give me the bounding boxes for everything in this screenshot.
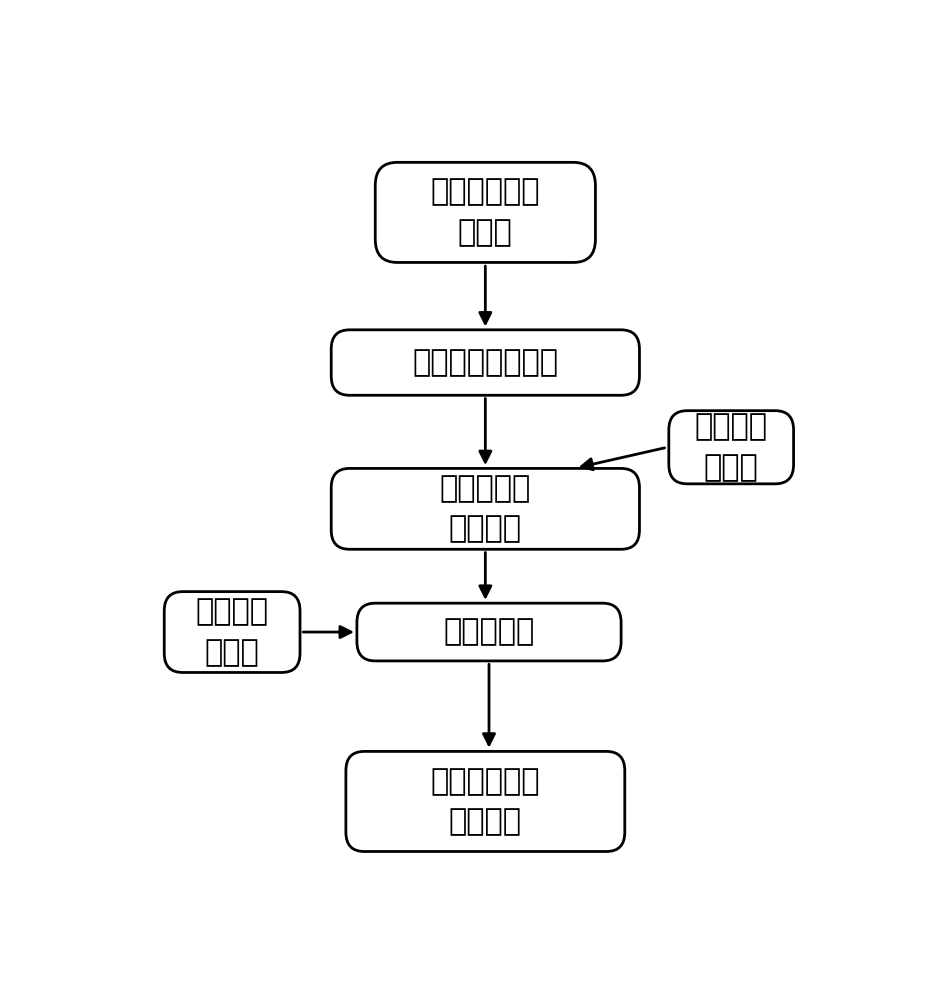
Text: 时变电子密度
功率谱: 时变电子密度 功率谱	[431, 178, 540, 247]
FancyBboxPatch shape	[669, 411, 794, 484]
Text: 二维高斯
窗函数: 二维高斯 窗函数	[695, 413, 768, 482]
Text: 二维滤波器: 二维滤波器	[443, 618, 535, 647]
FancyBboxPatch shape	[331, 468, 639, 549]
Text: 径向时变电子
密度序列: 径向时变电子 密度序列	[431, 767, 540, 836]
FancyBboxPatch shape	[375, 162, 596, 262]
FancyBboxPatch shape	[331, 330, 639, 395]
FancyBboxPatch shape	[357, 603, 621, 661]
FancyBboxPatch shape	[346, 751, 625, 852]
Text: 二维高斯
白噪声: 二维高斯 白噪声	[196, 597, 269, 667]
FancyBboxPatch shape	[164, 592, 300, 672]
Text: 二维滤波器
幅频响应: 二维滤波器 幅频响应	[439, 474, 531, 544]
Text: 期望频率响应矩阵: 期望频率响应矩阵	[412, 348, 559, 377]
